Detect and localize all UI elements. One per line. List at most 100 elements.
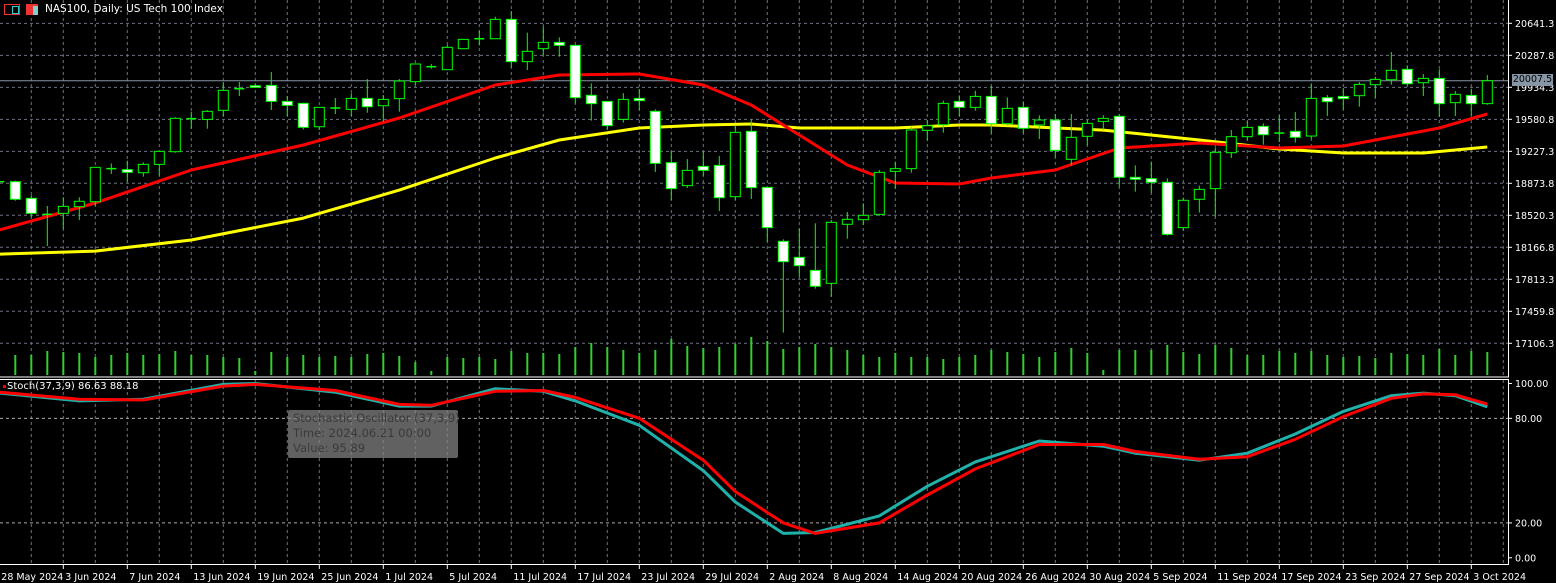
candle — [617, 93, 629, 123]
candle — [73, 197, 85, 220]
candle-body-bear — [1337, 95, 1349, 100]
symbol-properties-icon[interactable] — [26, 4, 38, 15]
time-axis-label: 5 Jul 2024 — [449, 572, 497, 583]
time-axis-label: 23 Sep 2024 — [1345, 572, 1405, 583]
candles — [0, 11, 1493, 333]
price-axis-label: 19934.3 — [1515, 83, 1554, 94]
candle-body-bear — [697, 165, 709, 171]
candle — [1257, 123, 1269, 145]
moving-average-slow-line — [0, 122, 1488, 256]
time-axis-label: 17 Sep 2024 — [1281, 572, 1341, 583]
candle-body-bear — [1049, 119, 1061, 151]
candle-body-bull — [857, 214, 869, 221]
candle — [89, 166, 101, 207]
candle — [169, 117, 181, 153]
candle-body-bull — [1305, 97, 1317, 137]
candle-body-bull — [1001, 107, 1013, 125]
time-axis-label: 17 Jul 2024 — [577, 572, 631, 583]
candle — [1481, 75, 1493, 105]
candle — [474, 30, 485, 46]
candle-body-bull — [969, 95, 981, 108]
candle-body-bull — [377, 98, 389, 107]
price-axis-label: 18520.3 — [1515, 211, 1554, 222]
candle — [489, 16, 501, 40]
candle — [361, 79, 373, 113]
candle-body-bull — [57, 205, 69, 214]
candle — [825, 220, 837, 297]
candle — [297, 102, 309, 130]
candle-body-bear — [361, 97, 373, 108]
price-axis-label: 20287.8 — [1515, 51, 1554, 62]
candle — [137, 162, 149, 177]
time-axis-label: 3 Oct 2024 — [1473, 572, 1526, 583]
candle-body-bull — [873, 171, 885, 215]
candle — [1465, 88, 1477, 116]
candle — [457, 38, 469, 50]
candle-body-bear — [249, 85, 261, 88]
candle-body-bull — [73, 200, 85, 208]
candle-body-bull — [617, 98, 629, 120]
candle — [393, 79, 405, 112]
candle — [42, 206, 53, 247]
chart-window-icon[interactable] — [4, 4, 20, 15]
time-axis-label: 20 Aug 2024 — [961, 572, 1022, 583]
price-axis-label: 19580.8 — [1515, 115, 1554, 126]
candle-body-bull — [841, 218, 853, 225]
time-axis-label: 30 Aug 2024 — [1089, 572, 1150, 583]
candle-body-bear — [1289, 130, 1301, 138]
candle — [345, 93, 357, 117]
candle-body-bear — [665, 162, 677, 190]
candle-body-bear — [25, 197, 37, 214]
tooltip-value: Value: 95.89 — [293, 441, 366, 455]
candle — [377, 95, 389, 122]
candle — [186, 111, 197, 129]
candle — [569, 44, 581, 104]
candle — [1145, 161, 1157, 193]
candle-body-bear — [953, 100, 965, 108]
candle — [649, 109, 661, 172]
grid — [0, 0, 1508, 563]
candle — [1193, 185, 1205, 213]
candle-body-bull — [1065, 136, 1077, 160]
candle-body-bull — [729, 131, 741, 198]
candle — [1385, 52, 1397, 85]
candle — [969, 90, 981, 111]
chart-title: NAS100, Daily: US Tech 100 Index — [45, 3, 223, 15]
time-axis-label: 11 Jul 2024 — [513, 572, 567, 583]
candle — [761, 186, 773, 242]
time-axis-label: 19 Jun 2024 — [257, 572, 314, 583]
candle-body-bull — [169, 117, 181, 153]
candle — [809, 223, 821, 289]
candle — [889, 161, 901, 189]
candle-body-bull — [937, 102, 949, 126]
price-axis-label: 17106.3 — [1515, 339, 1554, 350]
candle — [713, 156, 725, 211]
candle-body-bull — [681, 169, 693, 187]
price-axis-label: 17459.8 — [1515, 307, 1554, 318]
candle — [57, 197, 69, 230]
candle-body-bull — [1369, 78, 1381, 86]
candle-body-bull — [313, 106, 325, 128]
candle-body-bull — [89, 166, 101, 203]
candle — [1289, 112, 1301, 143]
candle — [281, 96, 293, 117]
candle — [330, 98, 341, 115]
candle — [441, 44, 453, 71]
time-axis-label: 29 Jul 2024 — [705, 572, 759, 583]
candle — [426, 63, 437, 69]
candle-body-bull — [1081, 122, 1093, 137]
candle-body-bear — [281, 100, 293, 106]
candle — [697, 151, 709, 176]
candle — [521, 32, 533, 71]
candle — [793, 228, 805, 277]
candle — [841, 211, 853, 239]
time-axis-label: 26 Aug 2024 — [1025, 572, 1086, 583]
stochastic-legend: Stoch(37,3,9) 86.63 88.18 — [3, 381, 138, 392]
candle-body-bull — [1385, 69, 1397, 81]
candle-body-bear — [297, 102, 309, 128]
candle — [1353, 82, 1365, 107]
candle-body-bull — [153, 150, 165, 165]
time-axis-label: 1 Jul 2024 — [385, 572, 433, 583]
